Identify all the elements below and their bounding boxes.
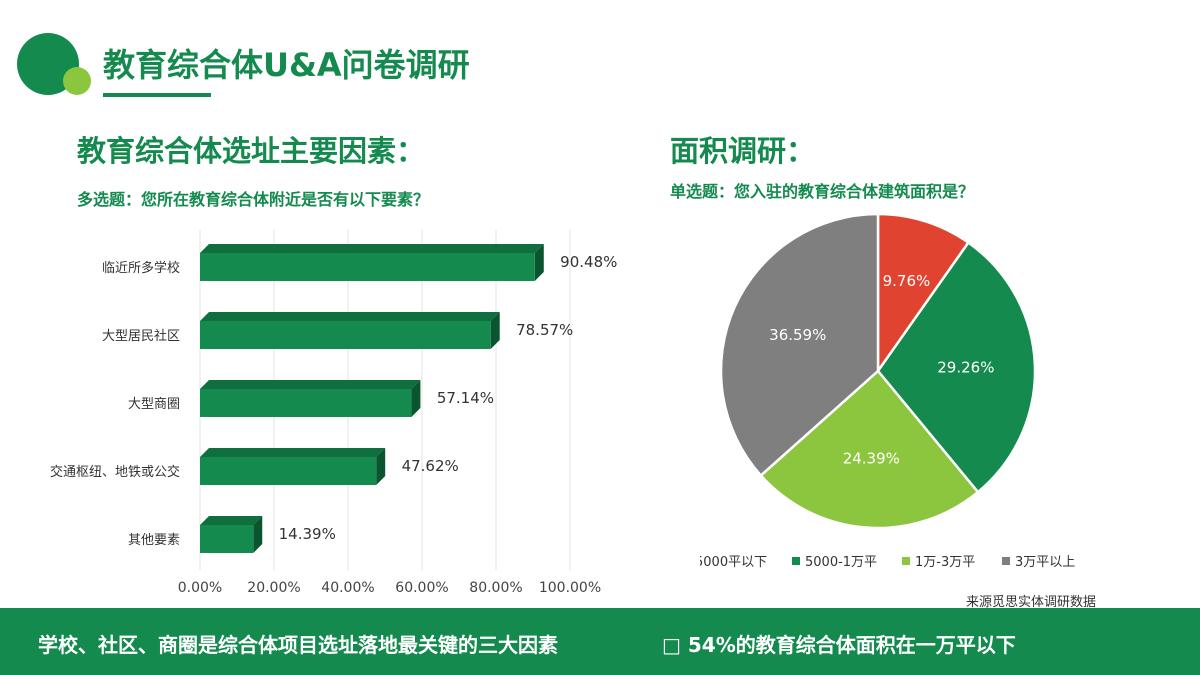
x-tick-label: 60.00%: [395, 580, 448, 596]
bar-group: [200, 312, 500, 349]
footer-left-text: 学校、社区、商圈是综合体项目选址落地最关键的三大因素: [38, 633, 558, 657]
legend-label: 5000平以下: [700, 555, 767, 570]
pie-slice: [876, 212, 971, 375]
legend-item: 1万-3万平: [902, 555, 975, 570]
legend-swatch: [902, 557, 910, 565]
value-label: 47.62%: [402, 457, 459, 475]
bar: [200, 457, 377, 485]
slice-value-label: 24.39%: [843, 450, 900, 468]
factor-bar-chart: 0.00% 20.00% 40.00% 60.00% 80.00% 100.00% 临近所多…: [50, 230, 617, 596]
area-pie-chart: 9.76% 29.26% 24.39% 36.59% 5000平以下 5000-1万平 1万…: [700, 212, 1075, 570]
bar-top-face: [200, 312, 500, 321]
right-section-subtitle: 单选题：您入驻的教育综合体建筑面积是？: [670, 182, 975, 201]
x-tick-label: 40.00%: [321, 580, 374, 596]
category-label: 其他要素: [128, 533, 180, 548]
value-label: 90.48%: [560, 253, 617, 271]
bar-top-face: [200, 516, 263, 525]
pie-slice: [759, 369, 980, 530]
pie-slice: [719, 212, 880, 478]
bar-side-face: [253, 516, 263, 553]
bar-side-face: [490, 312, 500, 349]
value-label: 14.39%: [279, 525, 336, 543]
left-section-subtitle: 多选题：您所在教育综合体附近是否有以下要素？: [77, 190, 430, 209]
legend-item: 5000-1万平: [792, 555, 877, 570]
slice-value-label: 36.59%: [769, 326, 826, 344]
bar-group: [200, 380, 421, 417]
footer-right-value: 54%的教育综合体面积在一万平以下: [687, 633, 1016, 657]
legend-swatch: [792, 557, 800, 565]
bar-top-face: [200, 448, 386, 457]
bar: [200, 389, 412, 417]
logo-circle-small: [63, 67, 91, 95]
x-tick-label: 100.00%: [539, 580, 601, 596]
category-label: 交通枢纽、地铁或公交: [50, 464, 180, 480]
pie-slice: [876, 240, 1037, 494]
value-label: 78.57%: [516, 321, 573, 339]
bar-side-face: [376, 448, 386, 485]
category-label: 大型居民社区: [102, 328, 180, 344]
legend-label: 5000-1万平: [805, 555, 877, 570]
value-label: 57.14%: [437, 389, 494, 407]
legend-label: 3万平以上: [1015, 555, 1075, 570]
legend-item: 5000平以下: [700, 555, 767, 570]
title-underline: [103, 93, 211, 97]
category-label: 临近所多学校: [102, 260, 180, 276]
bar-side-face: [534, 244, 544, 281]
source-note: 来源觅思实体调研数据: [966, 595, 1097, 610]
bar-top-face: [200, 244, 544, 253]
bar: [200, 525, 254, 553]
bar-side-face: [411, 380, 421, 417]
legend-swatch: [1002, 557, 1010, 565]
bar: [200, 321, 491, 349]
legend-item: 3万平以上: [1002, 555, 1075, 570]
category-label: 大型商圈: [128, 397, 180, 412]
bar: [200, 253, 535, 281]
bar-group: [200, 516, 263, 553]
bar-group: [200, 448, 386, 485]
x-tick-label: 0.00%: [178, 580, 222, 596]
legend-label: 1万-3万平: [915, 555, 975, 570]
bar-group: [200, 244, 544, 281]
slice-value-label: 29.26%: [937, 359, 994, 377]
footer-banner: 学校、社区、商圈是综合体项目选址落地最关键的三大因素 □ 54%的教育综合体面积…: [0, 608, 1200, 675]
right-section-title: 面积调研：: [670, 134, 816, 168]
slice-value-label: 9.76%: [883, 272, 931, 290]
x-tick-label: 20.00%: [247, 580, 300, 596]
x-tick-label: 80.00%: [469, 580, 522, 596]
footer-right-text: □ 54%的教育综合体面积在一万平以下: [662, 633, 1016, 657]
bar-top-face: [200, 380, 421, 389]
left-section-title: 教育综合体选址主要因素：: [77, 134, 426, 168]
page-title: 教育综合体U&A问卷调研: [103, 46, 470, 84]
